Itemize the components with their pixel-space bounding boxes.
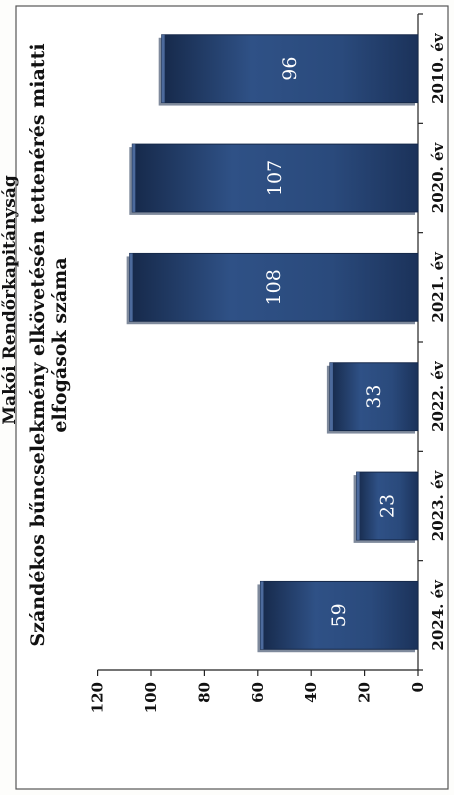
bar-highlight — [356, 472, 360, 540]
bar — [161, 34, 419, 104]
bar-group: 108 2021. év — [126, 251, 447, 325]
bar-value-label: 59 — [328, 603, 350, 627]
bar — [131, 143, 419, 213]
value-tick-label: 80 — [195, 682, 213, 703]
bar-group: 96 2010. év — [158, 32, 447, 106]
bar-value-label: 96 — [279, 57, 301, 81]
chart-title: Szándékos bűncselekmény elkövetésén tett… — [27, 43, 71, 646]
bar-group: 59 2024. év — [257, 579, 447, 653]
bar-group: 33 2022. év — [326, 360, 447, 434]
chart-title-line: elfogások száma — [49, 257, 71, 432]
value-tick-label: 0 — [409, 682, 427, 692]
value-tick-label: 60 — [249, 682, 267, 703]
value-tick-label: 120 — [89, 682, 107, 713]
category-label: 2010. év — [429, 32, 447, 104]
bar-highlight — [161, 34, 165, 103]
bar-highlight — [260, 581, 264, 650]
bar-group: 23 2023. év — [353, 469, 447, 543]
value-tick-label: 100 — [142, 682, 160, 713]
bar-value-label: 23 — [376, 494, 398, 518]
bar — [259, 580, 419, 650]
bar-value-label: 108 — [263, 269, 285, 305]
chart-title-line: Szándékos bűncselekmény elkövetésén tett… — [27, 43, 49, 646]
bar-value-label: 33 — [363, 385, 385, 409]
category-label: 2023. év — [429, 469, 447, 541]
bar — [329, 362, 419, 432]
bar-value-label: 107 — [264, 160, 286, 196]
value-tick-label: 20 — [356, 682, 374, 703]
value-tick-label: 40 — [302, 682, 320, 703]
plot-area: 0 20 40 60 80 100 120 96 2010. év 107 2020. év 108 2… — [89, 13, 447, 713]
header-text: Makói Rendőrkapitányság — [0, 175, 20, 425]
category-label: 2021. év — [429, 251, 447, 323]
bar — [129, 252, 419, 322]
category-label: 2022. év — [429, 360, 447, 432]
bar-highlight — [132, 144, 136, 212]
page-header: Makói Rendőrkapitányság — [0, 175, 20, 425]
category-label: 2024. év — [429, 579, 447, 651]
bar-group: 107 2020. év — [129, 141, 447, 215]
bar-highlight — [129, 253, 133, 322]
bar-highlight — [329, 362, 333, 431]
category-label: 2020. év — [429, 141, 447, 213]
